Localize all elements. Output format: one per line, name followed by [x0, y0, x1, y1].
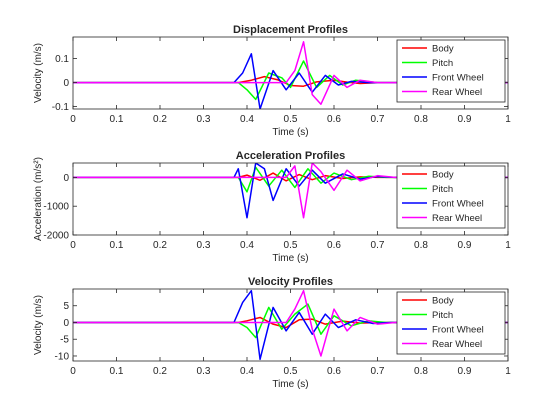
- chart-2-xlabel: Time (s): [272, 253, 308, 264]
- chart-1-xtick-label: 0.7: [371, 114, 385, 125]
- chart-2-xtick-label: 0: [70, 240, 76, 251]
- chart-1-ylabel: Velocity (m/s): [33, 43, 44, 103]
- chart-3-xtick-label: 1: [505, 366, 511, 377]
- chart-3-series-front-wheel: [73, 289, 508, 361]
- chart-2-series-pitch: [73, 166, 508, 193]
- chart-3-title: Velocity Profiles: [248, 276, 333, 288]
- chart-2-xtick-label: 1: [505, 240, 511, 251]
- chart-1-legend-label: Pitch: [432, 58, 453, 69]
- chart-3-xtick-label: 0.1: [110, 366, 124, 377]
- chart-1-xtick-label: 0.9: [458, 114, 472, 125]
- chart-2-xtick-label: 0.4: [240, 240, 254, 251]
- chart-2-ytick-label: -2000: [43, 231, 69, 242]
- chart-3-xtick-label: 0.5: [284, 366, 298, 377]
- chart-2-title: Acceleration Profiles: [236, 150, 345, 162]
- chart-3-ytick-label: 5: [63, 301, 69, 312]
- chart-2-xtick-label: 0.6: [327, 240, 341, 251]
- chart-1-xtick-label: 1: [505, 114, 511, 125]
- chart-3-xtick-label: 0.3: [197, 366, 211, 377]
- chart-2-series-group: [73, 163, 508, 219]
- chart-3-series-group: [73, 289, 508, 361]
- chart-3-xtick-label: 0: [70, 366, 76, 377]
- chart-2-legend-label: Rear Wheel: [432, 213, 482, 224]
- chart-1-series-group: [73, 41, 508, 109]
- chart-2-ytick-label: -1000: [43, 202, 69, 213]
- chart-1-title: Displacement Profiles: [233, 24, 348, 36]
- chart-1-xtick-label: 0.5: [284, 114, 298, 125]
- chart-3-xtick-label: 0.8: [414, 366, 428, 377]
- chart-3-xtick-label: 0.7: [371, 366, 385, 377]
- chart-2-series-rear-wheel: [73, 163, 508, 219]
- chart-1-xtick-label: 0.8: [414, 114, 428, 125]
- chart-1-xtick-label: 0.3: [197, 114, 211, 125]
- chart-3-ytick-label: -10: [55, 351, 70, 362]
- chart-2-xtick-label: 0.5: [284, 240, 298, 251]
- chart-1-legend-label: Front Wheel: [432, 73, 484, 84]
- chart-2-ylabel: Acceleration (m/s²): [33, 157, 44, 241]
- chart-3-legend-label: Pitch: [432, 310, 453, 321]
- chart-2-ytick-label: 0: [63, 173, 69, 184]
- chart-3-xtick-label: 0.2: [153, 366, 167, 377]
- chart-2-xtick-label: 0.1: [110, 240, 124, 251]
- chart-1-series-rear-wheel: [73, 41, 508, 105]
- chart-2-series-body: [73, 172, 508, 182]
- chart-2-xtick-label: 0.8: [414, 240, 428, 251]
- chart-2-legend-label: Front Wheel: [432, 199, 484, 210]
- chart-1: 0 0.1 0.2 0.3 0.4 0.5 0.6 0.7 0.8 0.9 1-0.100.1Dis…: [33, 24, 511, 138]
- chart-3-ytick-label: 0: [63, 318, 69, 329]
- chart-2-xtick-label: 0.3: [197, 240, 211, 251]
- chart-1-xtick-label: 0.2: [153, 114, 167, 125]
- chart-1-series-body: [73, 75, 508, 87]
- chart-3-legend-label: Body: [432, 296, 454, 307]
- chart-3-legend-label: Front Wheel: [432, 325, 484, 336]
- chart-1-xlabel: Time (s): [272, 127, 308, 138]
- chart-2-legend-label: Body: [432, 170, 454, 181]
- chart-3-xtick-label: 0.4: [240, 366, 254, 377]
- chart-3-legend-label: Rear Wheel: [432, 339, 482, 350]
- chart-2-xtick-label: 0.9: [458, 240, 472, 251]
- chart-1-xtick-label: 0: [70, 114, 76, 125]
- chart-1-legend-label: Body: [432, 44, 454, 55]
- chart-1-xtick-label: 0.6: [327, 114, 341, 125]
- chart-2: 0 0.1 0.2 0.3 0.4 0.5 0.6 0.7 0.8 0.9 1 -2000 -1000 0…: [33, 150, 511, 264]
- chart-3-ytick-label: -5: [60, 335, 69, 346]
- chart-3-series-rear-wheel: [73, 289, 508, 357]
- chart-2-legend-label: Pitch: [432, 184, 453, 195]
- chart-2-xtick-label: 0.7: [371, 240, 385, 251]
- chart-1-legend-label: Rear Wheel: [432, 87, 482, 98]
- chart-1-series-front-wheel: [73, 53, 508, 109]
- chart-3-xtick-label: 0.9: [458, 366, 472, 377]
- chart-1-ytick-label: 0: [63, 78, 69, 89]
- chart-3-xtick-label: 0.6: [327, 366, 341, 377]
- chart-2-xtick-label: 0.2: [153, 240, 167, 251]
- chart-1-ytick-label: -0.1: [52, 102, 70, 113]
- chart-3: 0 0.1 0.2 0.3 0.4 0.5 0.6 0.7 0.8 0.9 1 -10 -5 0 5 Velo…: [33, 276, 511, 390]
- chart-1-xtick-label: 0.1: [110, 114, 124, 125]
- chart-3-ylabel: Velocity (m/s): [33, 295, 44, 355]
- chart-1-xtick-label: 0.4: [240, 114, 254, 125]
- chart-1-ytick-label: 0.1: [55, 54, 69, 65]
- chart-3-xlabel: Time (s): [272, 379, 308, 390]
